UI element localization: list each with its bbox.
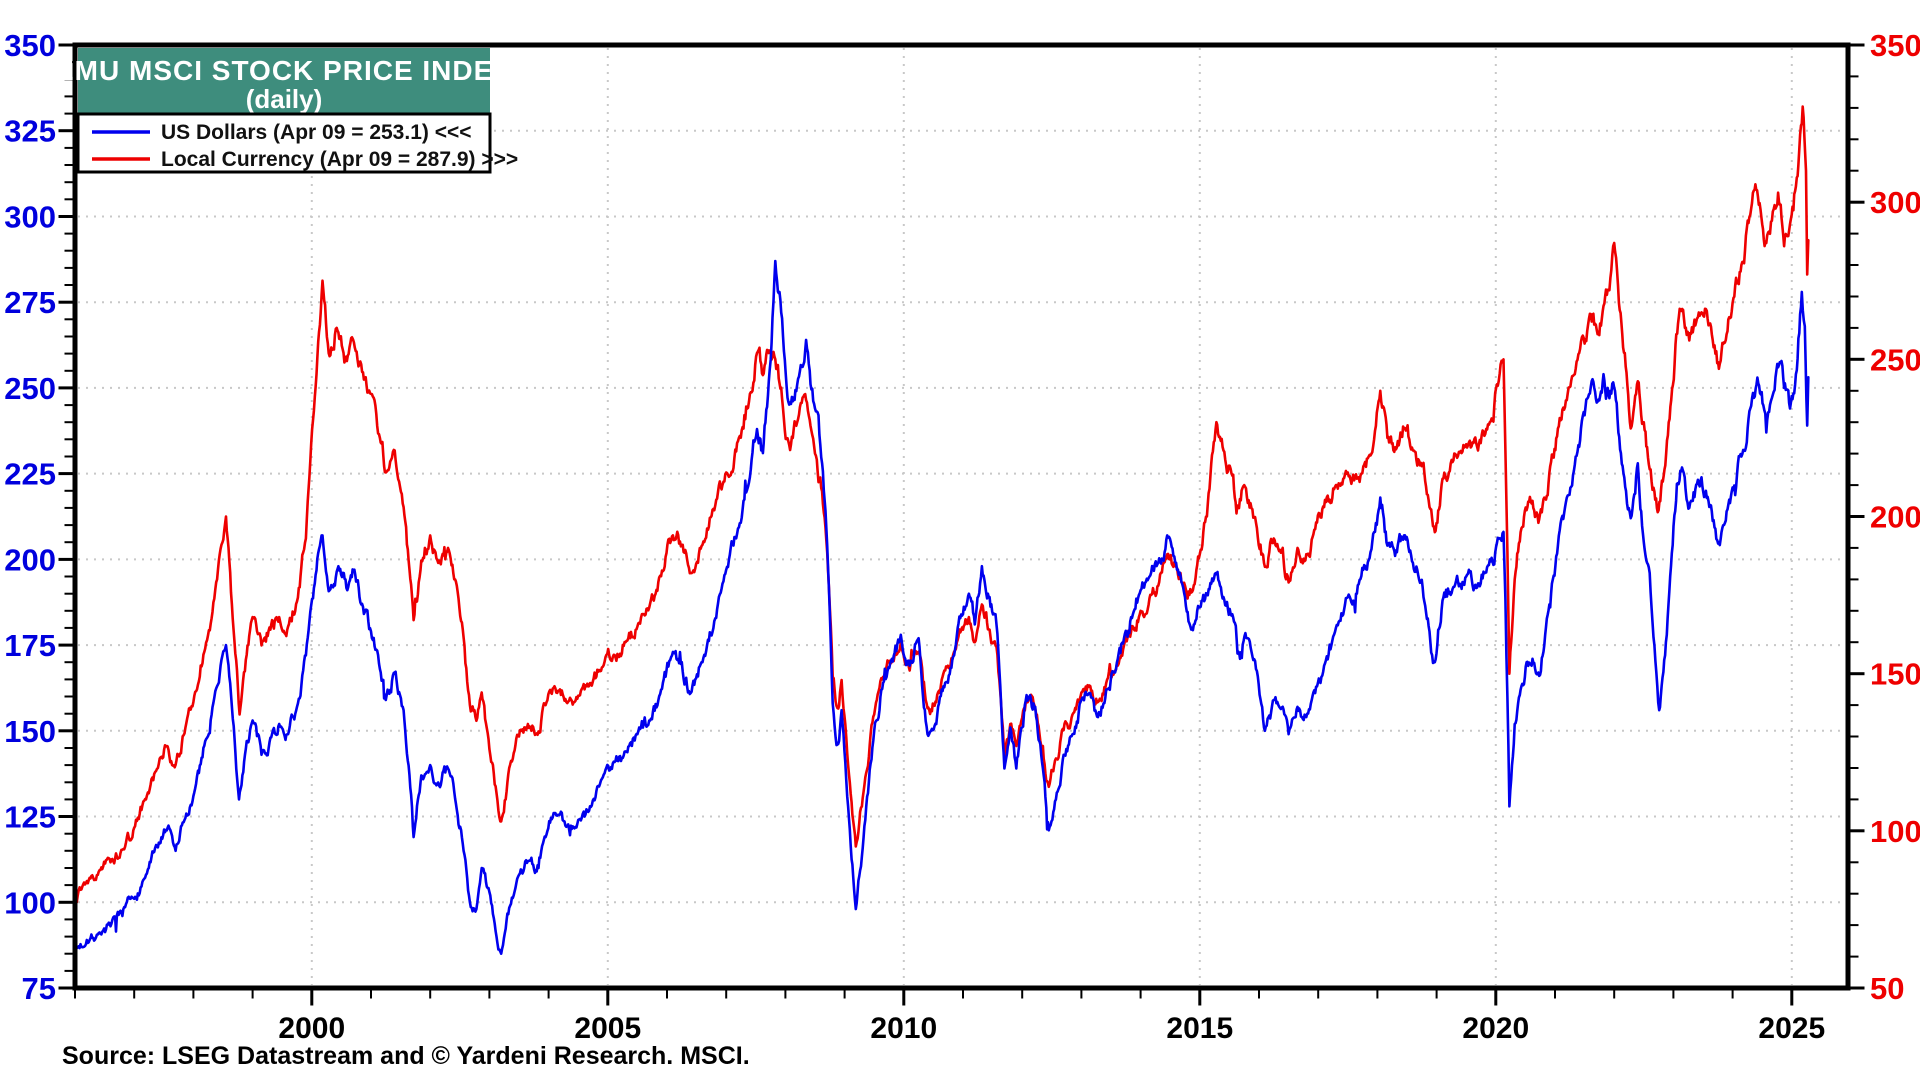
right-axis-tick-label: 200: [1870, 500, 1920, 535]
local-currency-legend-label: Local Currency (Apr 09 = 287.9) >>>: [161, 148, 518, 171]
plot-frame: [72, 42, 1851, 991]
right-axis-tick-label: 150: [1870, 657, 1920, 692]
data-series: [73, 105, 1810, 955]
x-axis-tick-label: 2005: [574, 1012, 641, 1045]
chart-title-box: EMU MSCI STOCK PRICE INDEX (daily): [55, 48, 513, 114]
left-axis-tick-label: 225: [4, 457, 56, 492]
chart-subtitle: (daily): [246, 84, 323, 114]
x-axis-tick-label: 2000: [278, 1012, 345, 1045]
right-axis-tick-label: 100: [1870, 814, 1920, 849]
right-axis-tick-label: 350: [1870, 28, 1920, 63]
legend-box: [76, 112, 492, 174]
left-axis-tick-label: 275: [4, 285, 56, 320]
right-axis-tick-label: 50: [1870, 971, 1904, 1006]
left-axis-tick-label: 75: [22, 971, 56, 1006]
left-axis-tick-label: 175: [4, 628, 56, 663]
x-axis-tick-label: 2020: [1462, 1012, 1529, 1045]
left-axis-tick-label: 250: [4, 371, 56, 406]
left-axis-tick-label: 200: [4, 542, 56, 577]
left-axis-tick-label: 325: [4, 114, 56, 149]
right-axis-tick-label: 250: [1870, 342, 1920, 377]
local-currency-series-line: [73, 105, 1810, 904]
x-axis-tick-label: 2015: [1166, 1012, 1233, 1045]
usd-series-line: [73, 259, 1810, 955]
left-axis-tick-label: 300: [4, 200, 56, 235]
axes: 350 325 300 275 250 225 200 175 150 125 100 75 350 30…: [4, 28, 1920, 1045]
gridlines: [78, 48, 1845, 985]
left-axis-tick-label: 350: [4, 28, 56, 63]
chart-title: EMU MSCI STOCK PRICE INDEX: [55, 55, 513, 86]
left-axis-tick-label: 150: [4, 714, 56, 749]
right-axis-tick-label: 300: [1870, 185, 1920, 220]
legend: US Dollars (Apr 09 = 253.1) <<< Local Cu…: [76, 112, 518, 174]
source-note: Source: LSEG Datastream and © Yardeni Re…: [62, 1042, 750, 1070]
left-axis-tick-label: 125: [4, 800, 56, 835]
usd-legend-label: US Dollars (Apr 09 = 253.1) <<<: [161, 121, 472, 144]
x-axis-tick-label: 2010: [870, 1012, 937, 1045]
left-axis-tick-label: 100: [4, 885, 56, 920]
title-background: [78, 48, 490, 114]
x-axis-tick-label: 2025: [1758, 1012, 1825, 1045]
